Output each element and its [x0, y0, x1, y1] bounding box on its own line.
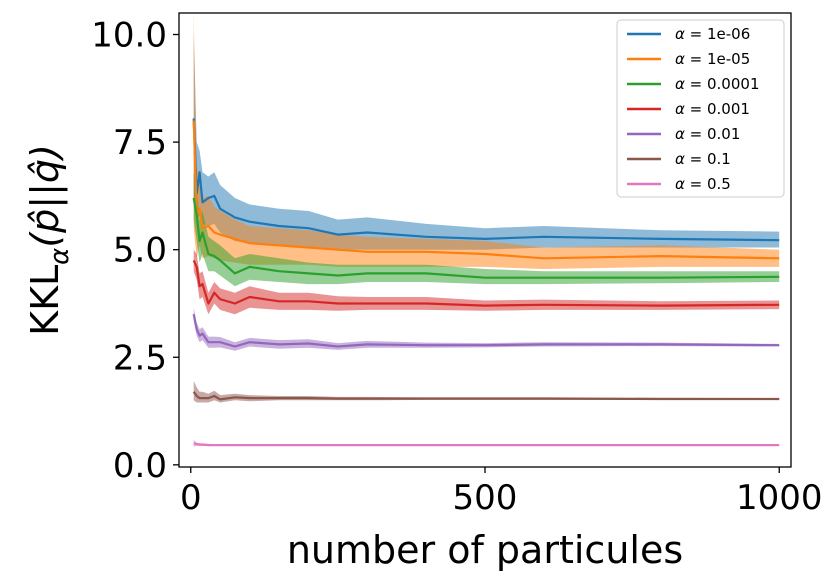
- x-tick-label: 1000: [736, 478, 823, 518]
- legend-label-3: α = 0.001: [675, 100, 750, 118]
- y-axis-label: KKLα(p̂||q̂): [23, 144, 75, 336]
- legend-alpha-symbol: α =: [675, 125, 707, 143]
- band-series-2: [193, 172, 780, 287]
- legend-alpha-value: 1e-05: [707, 50, 750, 68]
- y-tick-label: 0.0: [113, 446, 167, 486]
- line-series-6: [193, 442, 780, 447]
- y-axis-label-rest: (p̂||q̂): [23, 144, 68, 248]
- line-series-4: [192, 313, 780, 348]
- legend-alpha-value: 0.01: [707, 125, 740, 143]
- series-lines: [192, 118, 780, 447]
- x-tick-label: 0: [180, 478, 202, 518]
- y-axis-label-main: KKL: [23, 265, 67, 336]
- legend-alpha-symbol: α =: [675, 175, 707, 193]
- y-tick-label: 5.0: [113, 231, 167, 271]
- band-series-5: [193, 380, 780, 403]
- legend-box: [616, 19, 785, 198]
- x-axis-ticks: 0 500 1000: [180, 467, 823, 518]
- band-series-4: [193, 307, 780, 351]
- legend-alpha-value: 0.1: [707, 150, 731, 168]
- y-tick-label: 2.5: [113, 338, 167, 378]
- legend-alpha-value: 0.5: [707, 175, 731, 193]
- line-series-2: [192, 197, 780, 279]
- legend-alpha-symbol: α =: [675, 50, 707, 68]
- legend-label-0: α = 1e-06: [675, 25, 750, 43]
- legend-alpha-symbol: α =: [675, 100, 707, 118]
- x-tick-label: 500: [453, 478, 518, 518]
- line-series-3: [192, 259, 780, 307]
- legend-label-6: α = 0.5: [675, 175, 731, 193]
- legend-alpha-symbol: α =: [675, 75, 707, 93]
- legend-label-1: α = 1e-05: [675, 50, 750, 68]
- y-axis-ticks: 0.0 2.5 5.0 7.5 10.0: [91, 16, 179, 486]
- line-series-5: [192, 391, 780, 401]
- legend-alpha-symbol: α =: [675, 150, 707, 168]
- band-series-3: [193, 249, 780, 315]
- line-series-0: [192, 118, 780, 242]
- y-tick-label: 10.0: [91, 16, 167, 56]
- x-axis-label: number of particules: [287, 528, 683, 572]
- line-series-1: [192, 120, 780, 260]
- legend-label-5: α = 0.1: [675, 150, 731, 168]
- legend-alpha-value: 0.0001: [707, 75, 760, 93]
- legend-alpha-value: 1e-06: [707, 25, 750, 43]
- legend-alpha-symbol: α =: [675, 25, 707, 43]
- y-tick-label: 7.5: [113, 123, 167, 163]
- legend-label-2: α = 0.0001: [675, 75, 760, 93]
- legend-alpha-value: 0.001: [707, 100, 750, 118]
- legend-label-4: α = 0.01: [675, 125, 740, 143]
- y-axis-label-subscript: α: [45, 248, 75, 265]
